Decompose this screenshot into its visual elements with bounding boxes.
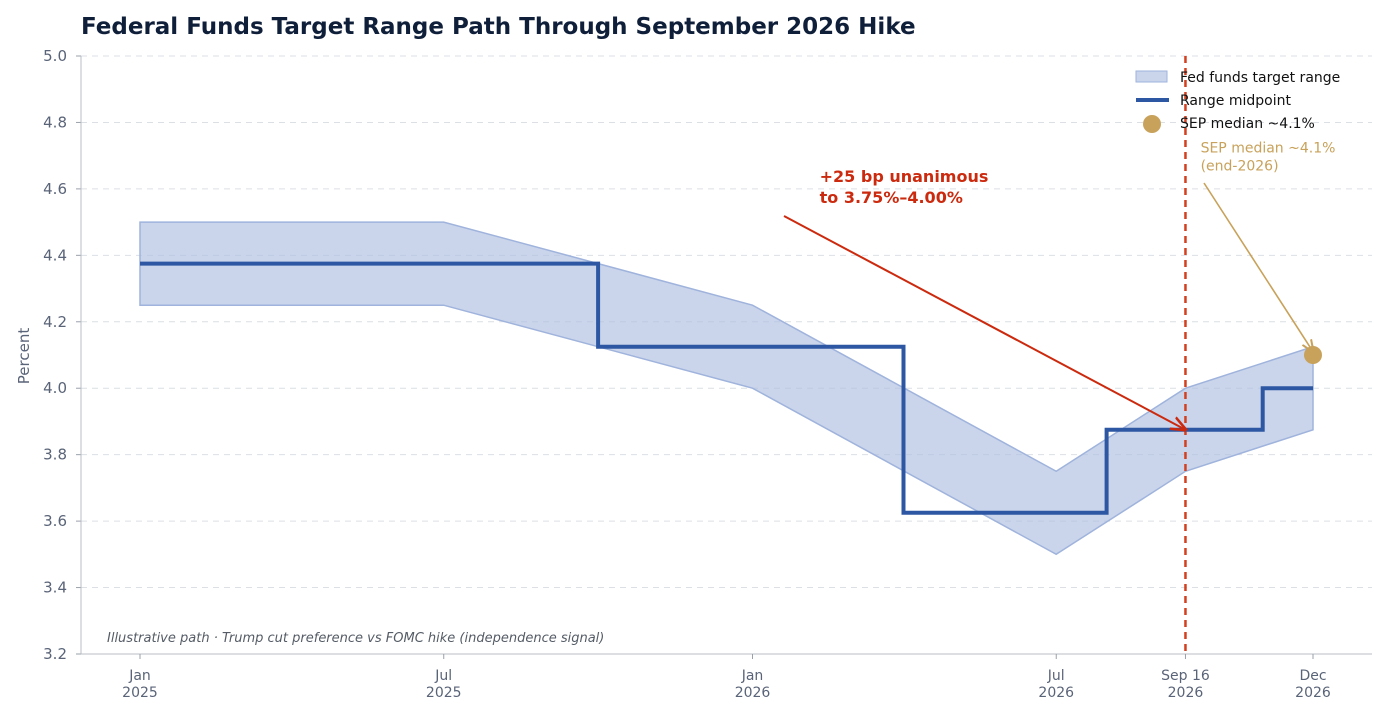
annotation-text: (end-2026) — [1201, 158, 1279, 174]
y-tick-label: 3.4 — [43, 579, 67, 597]
legend-label: Fed funds target range — [1180, 70, 1340, 86]
x-tick-label: Jul — [1047, 668, 1065, 684]
annotation-arrow — [1203, 182, 1313, 352]
x-tick-label: Jan — [741, 668, 764, 684]
x-tick-label: Jul — [434, 668, 452, 684]
range-band-layer — [139, 221, 1314, 556]
legend-label: SEP median ~4.1% — [1180, 116, 1315, 132]
midpoint-line-layer — [140, 261, 1313, 515]
annotation-text: +25 bp unanimous — [820, 167, 989, 186]
y-tick-label: 5.0 — [43, 47, 67, 65]
legend: Fed funds target range Range midpoint SEP … — [1135, 70, 1340, 133]
y-tick-label: 3.6 — [43, 512, 67, 530]
y-tick-label: 4.6 — [43, 180, 67, 198]
x-tick-label: 2026 — [1295, 685, 1331, 701]
midpoint-step-line — [140, 261, 1313, 515]
range-band — [139, 221, 1314, 556]
axes — [76, 55, 1372, 659]
x-tick-label: Jan — [128, 668, 151, 684]
chart-title: Federal Funds Target Range Path Through … — [81, 14, 916, 40]
y-axis-label: Percent — [15, 328, 33, 385]
y-tick-label: 4.4 — [43, 246, 67, 264]
legend-swatch-band — [1135, 70, 1168, 83]
x-tick-label: 2026 — [735, 685, 771, 701]
x-tick-label: 2025 — [122, 685, 158, 701]
sep-median-point — [1304, 346, 1322, 364]
y-tick-label: 3.8 — [43, 446, 67, 464]
annotation-arrow — [783, 215, 1185, 430]
legend-label: Range midpoint — [1180, 93, 1291, 109]
x-tick-label: Sep 16 — [1161, 668, 1210, 684]
legend-swatch-point — [1143, 115, 1161, 133]
y-tick-label: 4.8 — [43, 113, 67, 131]
x-tick-label: 2025 — [426, 685, 462, 701]
annotation-text: to 3.75%–4.00% — [820, 188, 963, 207]
y-tick-label: 3.2 — [43, 645, 67, 663]
y-tick-label: 4.0 — [43, 379, 67, 397]
x-tick-label: Dec — [1299, 668, 1326, 684]
chart-note: Illustrative path · Trump cut preference… — [107, 631, 604, 646]
y-tick-label: 4.2 — [43, 313, 67, 331]
x-tick-label: 2026 — [1168, 685, 1204, 701]
sep-point-layer — [1304, 346, 1322, 364]
annotation-text: SEP median ~4.1% — [1201, 140, 1336, 156]
annotations: +25 bp unanimous to 3.75%–4.00% SEP median… — [783, 140, 1336, 430]
y-tick-labels: 3.2 3.4 3.6 3.8 4.0 4.2 4.4 4.6 4.8 5.0 — [43, 47, 67, 663]
x-tick-label: 2026 — [1038, 685, 1074, 701]
